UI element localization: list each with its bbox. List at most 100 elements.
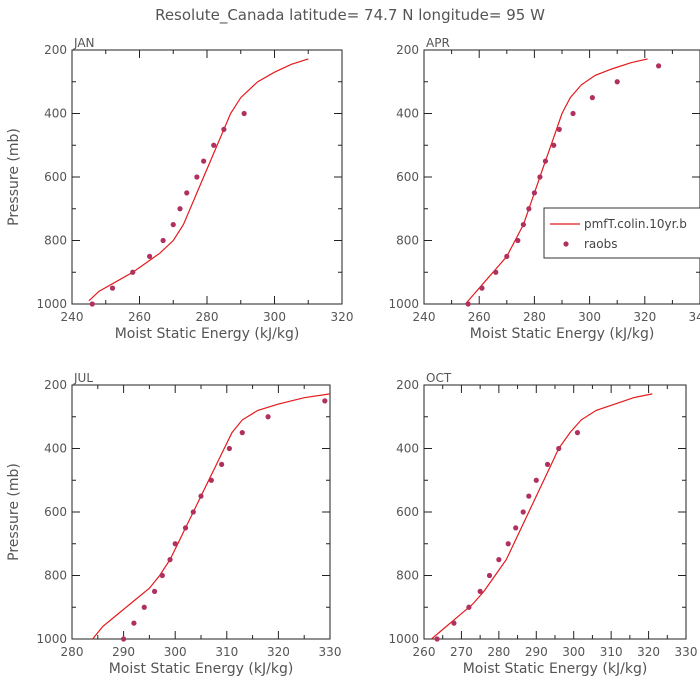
y-axis-label: Pressure (mb) [6, 128, 22, 226]
y-tick-label: 1000 [388, 297, 419, 311]
x-tick-label: 240 [413, 310, 436, 324]
raob-point [194, 174, 200, 180]
x-tick-label: 260 [468, 310, 491, 324]
panel-jan: JAN 240 260 280 300 320 200 400 600 800 1000 Moist … [6, 36, 353, 342]
panel-jul: JUL 280 290 300 310 320 330 200 400 600 800 1000 Moi… [6, 371, 341, 677]
y-tick-label: 1000 [388, 632, 419, 646]
x-axis-label: Moist Static Energy (kJ/kg) [470, 326, 655, 342]
legend-dots-label: raobs [584, 237, 618, 251]
y-tick-label: 400 [44, 442, 67, 456]
raob-point [531, 190, 538, 196]
y-tick-label: 200 [396, 378, 419, 392]
figure-title: Resolute_Canada latitude= 74.7 N longitu… [155, 6, 545, 25]
x-axis-label: Moist Static Energy (kJ/kg) [109, 661, 294, 677]
x-tick-label: 280 [61, 645, 84, 659]
legend-box [543, 207, 700, 259]
raob-point [504, 253, 510, 259]
legend: pmfT.colin.10yr.b raobs [543, 207, 700, 259]
x-tick-label: 310 [600, 645, 623, 659]
x-tick-label: 300 [562, 645, 585, 659]
raob-point [177, 206, 183, 212]
y-tick-label: 800 [396, 569, 419, 583]
legend-dot-swatch [563, 241, 569, 247]
raob-point [147, 253, 153, 259]
raob-point [322, 398, 328, 404]
raob-point [515, 237, 521, 244]
raob-point [89, 301, 95, 307]
x-tick-label: 240 [61, 310, 84, 324]
x-tick-label: 270 [450, 645, 473, 659]
panel-label: APR [426, 36, 450, 50]
raob-point [505, 541, 511, 547]
x-tick-label: 300 [578, 310, 601, 324]
raob-point [198, 493, 204, 499]
raob-point [466, 604, 472, 610]
raob-point [544, 461, 551, 467]
raob-point [434, 636, 440, 642]
plot-frame [71, 384, 331, 640]
panel-label: OCT [426, 371, 452, 385]
raob-point [520, 222, 526, 228]
model-profile-line [431, 393, 653, 640]
y-tick-label: 200 [44, 378, 67, 392]
y-tick-label: 800 [396, 234, 419, 248]
x-axis-label: Moist Static Energy (kJ/kg) [463, 661, 648, 677]
x-tick-label: 330 [675, 645, 698, 659]
raob-point [477, 588, 483, 594]
raob-point [520, 509, 526, 515]
model-profile-line [464, 58, 648, 305]
raob-point [160, 237, 166, 244]
raob-point [241, 110, 247, 117]
y-tick-label: 800 [44, 569, 67, 583]
x-tick-label: 300 [263, 310, 286, 324]
x-axis-label: Moist Static Energy (kJ/kg) [115, 326, 300, 342]
y-tick-label: 600 [396, 505, 419, 519]
raob-point [159, 572, 165, 579]
raob-point [219, 461, 225, 467]
raob-point [151, 588, 158, 594]
raob-point [513, 525, 519, 531]
raob-point [526, 206, 532, 212]
raob-point [170, 222, 176, 228]
plot-frame [71, 49, 343, 305]
y-tick-label: 600 [44, 170, 67, 184]
raob-point [574, 430, 581, 436]
plot-frame [423, 49, 700, 305]
raob-point [130, 269, 136, 275]
raob-point [190, 509, 196, 515]
legend-line-label: pmfT.colin.10yr.b [584, 217, 687, 231]
panel-apr: APR 240 260 280 300 320 340 200 400 600 800 1000 Moi… [388, 36, 700, 342]
y-tick-label: 800 [44, 234, 67, 248]
raob-point [479, 285, 485, 291]
raob-point [589, 95, 595, 101]
x-tick-label: 280 [196, 310, 219, 324]
raob-point [551, 142, 557, 148]
panel-label: JUL [73, 371, 93, 385]
raob-point [167, 557, 173, 563]
raob-point [533, 477, 539, 483]
raob-point [556, 126, 562, 132]
raob-point [486, 572, 493, 579]
x-tick-label: 330 [319, 645, 342, 659]
raob-point [226, 445, 232, 452]
y-tick-label: 400 [44, 107, 67, 121]
x-tick-label: 320 [637, 645, 660, 659]
panel-label: JAN [73, 36, 95, 50]
y-tick-label: 200 [396, 43, 419, 57]
y-tick-label: 1000 [36, 297, 67, 311]
raob-point [614, 79, 620, 85]
model-profile-line [92, 393, 331, 640]
raob-point [182, 525, 189, 531]
x-tick-label: 260 [128, 310, 151, 324]
raob-point [172, 541, 178, 547]
x-tick-label: 320 [267, 645, 290, 659]
y-tick-label: 400 [396, 107, 419, 121]
y-axis-label: Pressure (mb) [6, 463, 22, 561]
raob-point [184, 190, 190, 196]
raob-point [465, 301, 471, 307]
raob-point [201, 158, 207, 164]
y-tick-label: 400 [396, 442, 419, 456]
raob-point [141, 604, 147, 610]
y-tick-label: 600 [44, 505, 67, 519]
